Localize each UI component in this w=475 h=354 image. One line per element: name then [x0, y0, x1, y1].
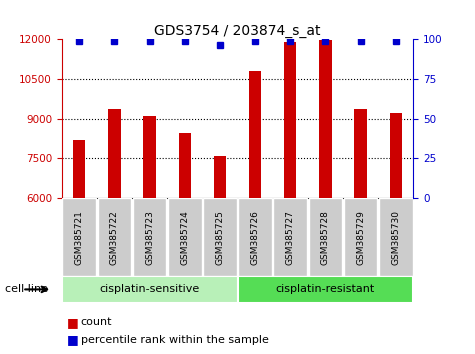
- Bar: [390, 113, 402, 354]
- Text: GSM385730: GSM385730: [391, 210, 400, 265]
- Bar: [62, 276, 238, 303]
- Text: GSM385721: GSM385721: [75, 210, 84, 265]
- Title: GDS3754 / 203874_s_at: GDS3754 / 203874_s_at: [154, 24, 321, 38]
- Text: GSM385727: GSM385727: [286, 210, 294, 265]
- Text: cisplatin-resistant: cisplatin-resistant: [276, 284, 375, 295]
- Bar: [308, 198, 342, 276]
- Text: GSM385729: GSM385729: [356, 210, 365, 265]
- Text: GSM385728: GSM385728: [321, 210, 330, 265]
- Text: ■: ■: [66, 316, 78, 329]
- Bar: [214, 156, 226, 354]
- Text: GSM385724: GSM385724: [180, 210, 189, 264]
- Bar: [249, 71, 261, 354]
- Bar: [62, 198, 96, 276]
- Bar: [238, 198, 272, 276]
- Bar: [73, 140, 86, 354]
- Bar: [238, 276, 413, 303]
- Bar: [108, 109, 121, 354]
- Bar: [143, 116, 156, 354]
- Bar: [379, 198, 413, 276]
- Text: percentile rank within the sample: percentile rank within the sample: [81, 335, 269, 345]
- Bar: [319, 40, 332, 354]
- Text: GSM385723: GSM385723: [145, 210, 154, 265]
- Text: GSM385726: GSM385726: [251, 210, 259, 265]
- Text: ■: ■: [66, 333, 78, 346]
- Bar: [133, 198, 167, 276]
- Bar: [354, 109, 367, 354]
- Text: GSM385722: GSM385722: [110, 210, 119, 264]
- Bar: [284, 42, 296, 354]
- Bar: [273, 198, 307, 276]
- Bar: [179, 133, 191, 354]
- Bar: [203, 198, 237, 276]
- Text: GSM385725: GSM385725: [216, 210, 224, 265]
- Text: cisplatin-sensitive: cisplatin-sensitive: [99, 284, 200, 295]
- Bar: [168, 198, 202, 276]
- Bar: [343, 198, 378, 276]
- Text: count: count: [81, 317, 112, 327]
- Bar: [97, 198, 132, 276]
- Text: cell line: cell line: [5, 284, 48, 295]
